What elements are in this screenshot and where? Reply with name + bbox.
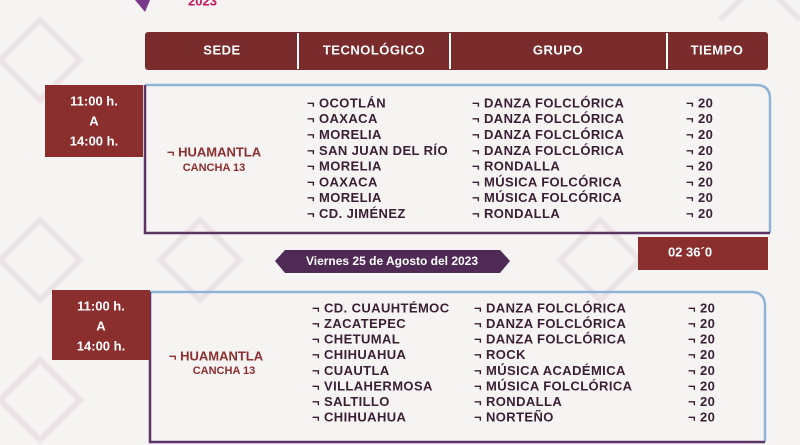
- logo-year: 2023: [188, 0, 217, 8]
- tecnologico: ¬ CD. CUAUHTÉMOC: [312, 300, 450, 315]
- tiempo: ¬ 20: [686, 159, 713, 174]
- time-separator: A: [96, 318, 106, 333]
- grupo: ¬ DANZA FOLCLÓRICA: [472, 111, 624, 126]
- tiempo: ¬ 20: [688, 363, 715, 378]
- tecnologico: ¬ OCOTLÁN: [307, 95, 386, 110]
- grupo: ¬ MÚSICA ACADÉMICA: [474, 363, 626, 378]
- tecnologico: ¬ ZACATEPEC: [312, 316, 406, 331]
- time-end: 14:00 h.: [70, 133, 118, 148]
- time-separator: A: [89, 113, 99, 128]
- total-time: 02 36´0: [668, 244, 712, 259]
- tiempo: ¬ 20: [688, 316, 715, 331]
- grupo: ¬ MÚSICA FOLCLÓRICA: [474, 378, 633, 393]
- tecnologico: ¬ MORELIA: [307, 190, 382, 205]
- tiempo: ¬ 20: [688, 332, 715, 347]
- tiempo: ¬ 20: [688, 410, 715, 425]
- venue: CANCHA 13: [183, 162, 246, 174]
- grupo: ¬ DANZA FOLCLÓRICA: [472, 127, 624, 142]
- tiempo: ¬ 20: [686, 95, 713, 110]
- tiempo: ¬ 20: [686, 143, 713, 158]
- column-header: TIEMPO: [691, 42, 744, 57]
- grupo: ¬ NORTEÑO: [474, 410, 554, 425]
- sessions: 11:00 h. A 14:00 h. ¬ HUAMANTLA CANCHA 13 ¬ O…: [45, 83, 772, 444]
- time-end: 14:00 h.: [77, 338, 125, 353]
- column-header: TECNOLÓGICO: [323, 42, 425, 57]
- grupo: ¬ ROCK: [474, 347, 526, 362]
- column-header: GRUPO: [533, 42, 583, 57]
- tiempo: ¬ 20: [686, 111, 713, 126]
- tecnologico: ¬ CD. JIMÉNEZ: [307, 206, 406, 221]
- tecnologico: ¬ OAXACA: [307, 174, 378, 189]
- tiempo: ¬ 20: [688, 300, 715, 315]
- tecnologico: ¬ CHETUMAL: [312, 332, 400, 347]
- tiempo: ¬ 20: [686, 174, 713, 189]
- tecnologico: ¬ SAN JUAN DEL RÍO: [307, 143, 448, 158]
- grupo: ¬ DANZA FOLCLÓRICA: [474, 300, 626, 315]
- venue: CANCHA 13: [193, 365, 256, 377]
- time-box: [52, 290, 150, 360]
- total-box: [638, 237, 768, 270]
- grupo: ¬ DANZA FOLCLÓRICA: [472, 143, 624, 158]
- session-frame: [143, 85, 770, 235]
- grupo: ¬ RONDALLA: [472, 159, 560, 174]
- tecnologico: ¬ VILLAHERMOSA: [312, 378, 433, 393]
- tiempo: ¬ 20: [686, 127, 713, 142]
- tecnologico: ¬ MORELIA: [307, 159, 382, 174]
- session-frame: [150, 290, 767, 442]
- tiempo: ¬ 20: [688, 378, 715, 393]
- time-start: 11:00 h.: [70, 93, 118, 108]
- sede: ¬ HUAMANTLA: [169, 348, 264, 363]
- tecnologico: ¬ CUAUTLA: [312, 363, 390, 378]
- tiempo: ¬ 20: [688, 347, 715, 362]
- logo-mark: [135, 0, 150, 12]
- grupo: ¬ RONDALLA: [474, 394, 562, 409]
- tecnologico: ¬ SALTILLO: [312, 394, 390, 409]
- time-box: [45, 85, 143, 157]
- tecnologico: ¬ OAXACA: [307, 111, 378, 126]
- header-dividers: [297, 33, 668, 69]
- grupo: ¬ MÚSICA FOLCÓRICA: [472, 190, 622, 205]
- tecnologico: ¬ MORELIA: [307, 127, 382, 142]
- grupo: ¬ DANZA FOLCLÓRICA: [474, 316, 626, 331]
- tecnologico: ¬ CHIHUAHUA: [312, 410, 407, 425]
- column-header: SEDE: [203, 42, 240, 57]
- time-start: 11:00 h.: [77, 298, 125, 313]
- session-frame: [145, 83, 772, 233]
- grupo: ¬ DANZA FOLCLÓRICA: [474, 332, 626, 347]
- grupo: ¬ RONDALLA: [472, 206, 560, 221]
- grupo: ¬ MÚSICA FOLCÓRICA: [472, 174, 622, 189]
- grupo: ¬ DANZA FOLCLÓRICA: [472, 95, 624, 110]
- tiempo: ¬ 20: [686, 206, 713, 221]
- date-banner: Viernes 25 de Agosto del 2023: [275, 250, 510, 273]
- sede: ¬ HUAMANTLA: [167, 144, 262, 159]
- tiempo: ¬ 20: [688, 394, 715, 409]
- header-bar: [145, 32, 768, 70]
- tecnologico: ¬ CHIHUAHUA: [312, 347, 407, 362]
- tiempo: ¬ 20: [686, 190, 713, 205]
- date-text: Viernes 25 de Agosto del 2023: [306, 254, 478, 268]
